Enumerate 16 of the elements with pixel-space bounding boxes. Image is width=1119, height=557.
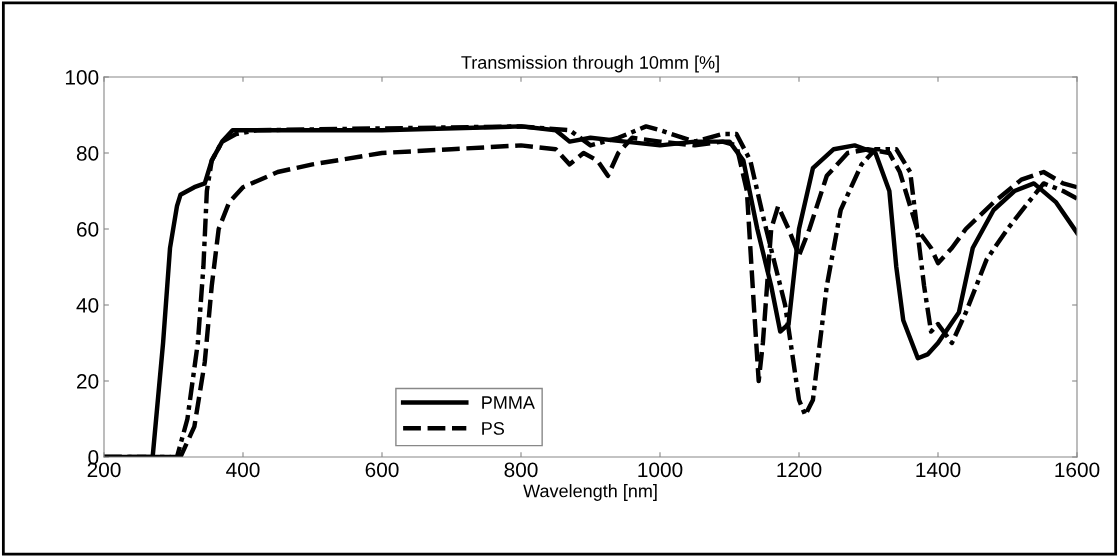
x-tick-label: 1200 [777, 462, 822, 478]
x-axis-title: Wavelength [nm] [523, 484, 657, 501]
y-tick-label: 80 [76, 146, 99, 161]
x-tick-label: 1600 [1055, 462, 1100, 478]
x-tick-label: 600 [365, 462, 399, 478]
x-tick-label: 400 [226, 462, 260, 478]
legend-label: PS [482, 422, 505, 435]
y-tick-label: 40 [76, 298, 99, 313]
y-tick-label: 60 [77, 222, 99, 237]
chart-title: Transmission through 10mm [%] [461, 55, 719, 73]
legend-label: PMMA [482, 396, 535, 409]
x-tick-label: 1000 [638, 462, 683, 478]
y-tick-label: 20 [77, 374, 99, 389]
x-tick-label: 800 [504, 462, 538, 478]
x-tick-label: 1400 [916, 462, 961, 478]
y-tick-label: 100 [65, 70, 99, 85]
